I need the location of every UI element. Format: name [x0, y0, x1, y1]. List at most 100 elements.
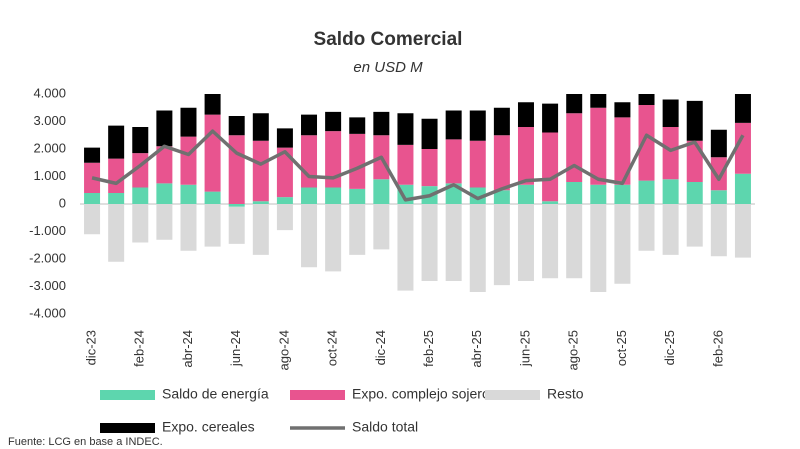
bar-segment: [638, 204, 655, 251]
bar-segment: [686, 140, 703, 182]
bar-segment: [734, 204, 751, 258]
y-tick-label: 4.000: [33, 85, 66, 100]
y-tick-label: 1.000: [33, 168, 66, 183]
bar-segment: [180, 107, 197, 137]
bar-segment: [180, 136, 197, 185]
bar-segment: [662, 204, 679, 255]
bar-segment: [84, 193, 101, 204]
bar-segment: [349, 117, 366, 134]
bar-segment: [662, 179, 679, 204]
bar-segment: [397, 204, 414, 291]
bar-segment: [228, 204, 245, 207]
bar-segment: [276, 147, 293, 198]
bar-segment: [566, 94, 583, 114]
bar-segment: [566, 113, 583, 182]
x-tick-label: oct-25: [614, 330, 629, 366]
bar-segment: [493, 204, 510, 286]
bar-segment: [542, 204, 559, 279]
legend-label: Resto: [547, 386, 584, 402]
chart-title: Saldo Comercial: [314, 29, 463, 50]
bar-segment: [421, 118, 438, 149]
bar-segment: [469, 110, 486, 141]
bar-segment: [445, 139, 462, 184]
x-tick-label: dic-23: [83, 330, 98, 365]
bar-segment: [590, 184, 607, 204]
bar-segment: [686, 100, 703, 141]
bar-segment: [662, 127, 679, 180]
bar-segment: [204, 114, 221, 192]
bar-segment: [493, 107, 510, 136]
bar-segment: [325, 204, 342, 272]
bar-segment: [228, 206, 245, 244]
bar-segment: [301, 187, 318, 204]
legend-label: Expo. cereales: [162, 419, 255, 435]
bar-segment: [517, 204, 534, 281]
bar-segment: [542, 201, 559, 204]
bar-segment: [349, 188, 366, 204]
legend-label: Saldo de energía: [162, 386, 269, 402]
bar-segment: [132, 204, 149, 243]
bar-segment: [349, 204, 366, 255]
bar-segment: [710, 129, 727, 158]
chart-subtitle: en USD M: [353, 59, 423, 76]
bar-segment: [614, 117, 631, 185]
bar-segment: [590, 204, 607, 292]
bar-segment: [614, 204, 631, 284]
bar-segment: [734, 122, 751, 174]
bar-segment: [156, 146, 173, 184]
bar-segment: [373, 204, 390, 250]
y-tick-label: 3.000: [33, 113, 66, 128]
bar-segment: [517, 127, 534, 185]
bar-segment: [325, 111, 342, 132]
bar-segment: [132, 187, 149, 204]
bar-segment: [710, 157, 727, 191]
bar-segment: [445, 110, 462, 140]
bar-segment: [108, 125, 125, 159]
bar-segment: [132, 127, 149, 154]
bar-segment: [252, 201, 269, 204]
bar-segment: [252, 113, 269, 141]
bar-segment: [325, 131, 342, 188]
bar-segment: [180, 204, 197, 251]
bar-segment: [542, 103, 559, 133]
bar-segment: [493, 135, 510, 191]
bar-segment: [421, 204, 438, 281]
bar-segment: [566, 182, 583, 204]
x-tick-label: jun-24: [228, 330, 243, 367]
bar-segment: [638, 105, 655, 181]
bar-segment: [156, 204, 173, 240]
bar-segment: [204, 204, 221, 247]
legend-label: Expo. complejo sojero: [352, 386, 490, 402]
bar-segment: [710, 204, 727, 257]
y-tick-label: -1.000: [29, 223, 66, 238]
x-tick-label: dic-25: [662, 330, 677, 365]
bar-segment: [180, 184, 197, 204]
x-tick-label: dic-24: [373, 330, 388, 365]
bar-segment: [252, 204, 269, 255]
bar-segment: [734, 173, 751, 204]
y-tick-label: -2.000: [29, 250, 66, 265]
bar-segment: [252, 140, 269, 202]
bar-segment: [421, 149, 438, 187]
bar-segment: [397, 144, 414, 185]
legend-swatch: [100, 390, 155, 400]
bar-segment: [614, 102, 631, 118]
bar-segment: [301, 135, 318, 188]
bar-segment: [590, 94, 607, 108]
y-tick-label: 2.000: [33, 140, 66, 155]
bar-segment: [156, 183, 173, 204]
bar-segment: [228, 135, 245, 204]
bar-segment: [590, 107, 607, 185]
y-tick-label: -3.000: [29, 278, 66, 293]
bar-segment: [276, 204, 293, 231]
bar-segment: [204, 94, 221, 115]
source-note: Fuente: LCG en base a INDEC.: [8, 436, 163, 448]
bar-segment: [108, 204, 125, 262]
bar-segment: [84, 204, 101, 235]
legend-swatch: [100, 423, 155, 433]
bar-segment: [276, 128, 293, 148]
bar-segment: [108, 193, 125, 204]
x-tick-label: abr-25: [469, 330, 484, 368]
bar-segment: [84, 147, 101, 163]
